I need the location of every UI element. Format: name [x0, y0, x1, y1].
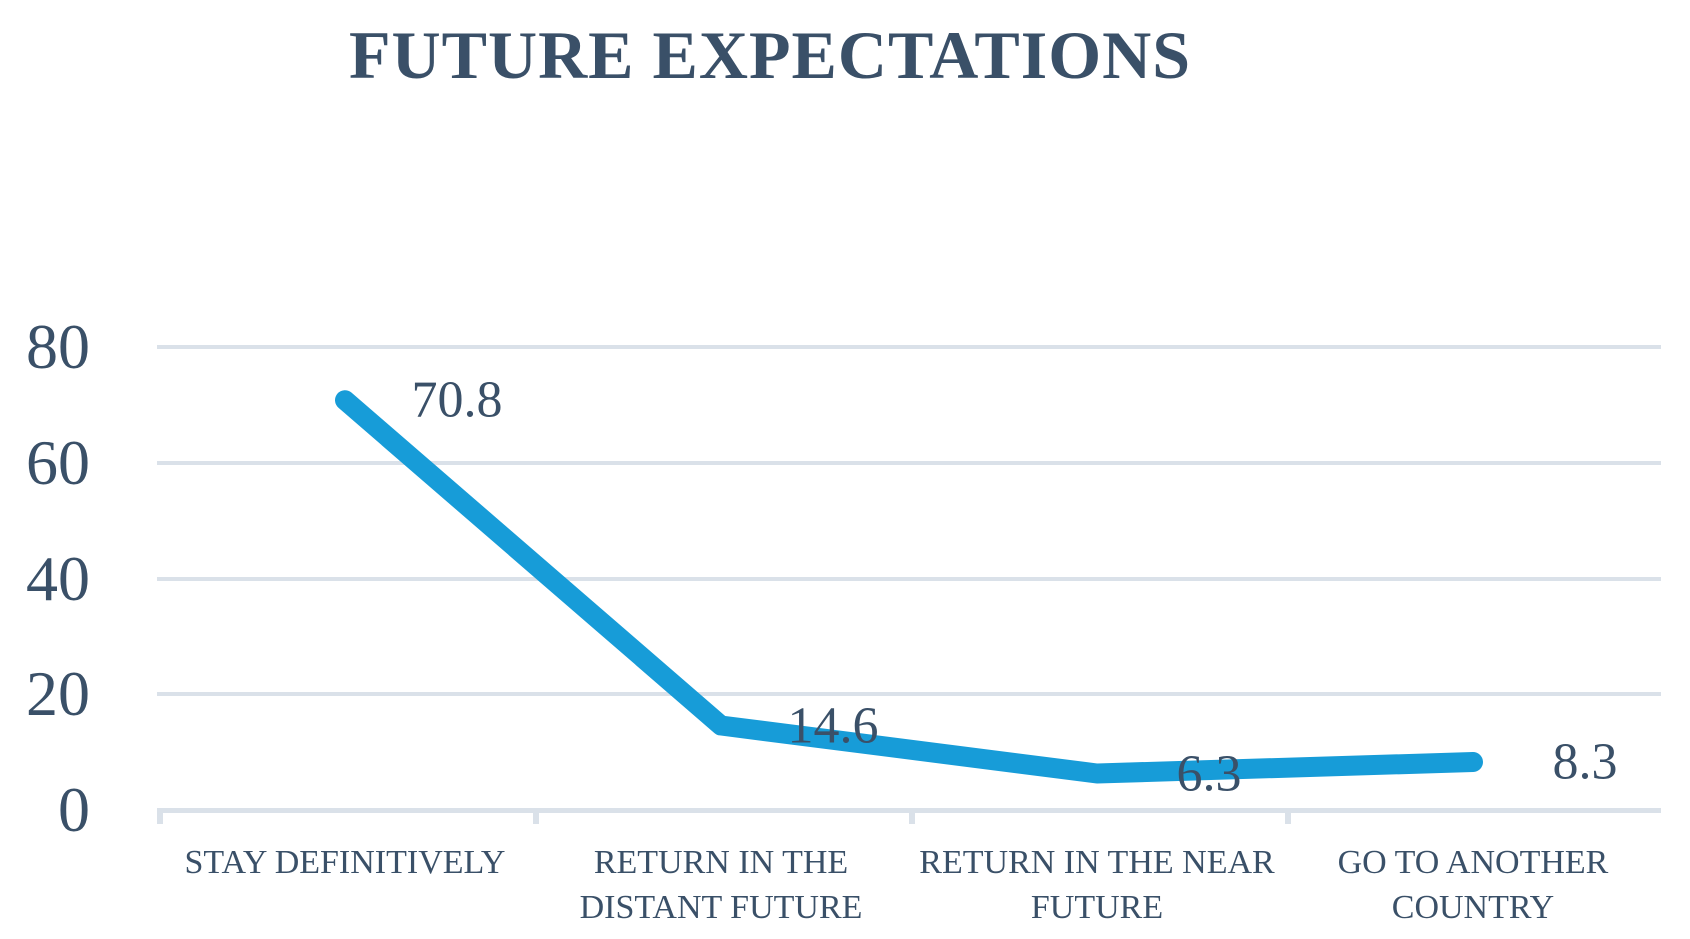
x-axis-line: [157, 808, 1661, 813]
x-category-label: RETURN IN THE DISTANT FUTURE: [579, 844, 863, 926]
axis-tick: [1285, 811, 1291, 824]
axis-tick: [909, 811, 915, 824]
axis-tick: [533, 811, 539, 824]
data-label-70.8: 70.8: [411, 371, 503, 429]
gridline-20: [157, 692, 1661, 697]
axis-tick: [157, 811, 163, 824]
y-tick-label-80: 80: [26, 311, 90, 382]
y-tick-label-40: 40: [26, 542, 90, 614]
gridline-40: [157, 576, 1661, 581]
x-category-label: STAY DEFINITIVELY: [184, 844, 506, 881]
data-label-14.6: 14.6: [787, 697, 879, 754]
data-label-6.3: 6.3: [1176, 745, 1242, 802]
y-tick-label-0: 0: [58, 774, 90, 845]
gridline-60: [157, 460, 1661, 465]
x-category-label: GO TO ANOTHER COUNTRY: [1337, 844, 1609, 926]
chart-title: FUTURE EXPECTATIONS: [348, 17, 1192, 93]
gridline-80: [157, 345, 1661, 349]
y-tick-label-20: 20: [26, 658, 90, 730]
data-label-8.3: 8.3: [1552, 733, 1618, 791]
x-category-label: RETURN IN THE NEAR FUTURE: [919, 844, 1275, 926]
data-line: [335, 390, 1483, 784]
y-tick-label-60: 60: [26, 426, 90, 498]
